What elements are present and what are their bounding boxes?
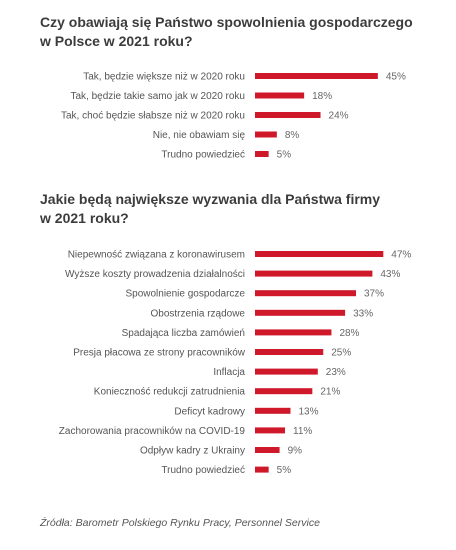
- bar: [255, 92, 305, 99]
- value-label: 13%: [298, 406, 318, 417]
- value-label: 25%: [331, 348, 351, 359]
- bar: [255, 427, 286, 434]
- value-label: 24%: [329, 111, 349, 122]
- category-label: Trudno powiedzieć: [161, 465, 245, 476]
- chart-title: Czy obawiają się Państwo spowolnienia go…: [40, 14, 413, 49]
- bar: [255, 309, 346, 316]
- bar: [255, 368, 318, 375]
- category-label: Tak, będzie takie samo jak w 2020 roku: [70, 91, 245, 102]
- value-label: 9%: [288, 446, 303, 457]
- category-label: Niepewność związana z koronawirusem: [68, 250, 245, 261]
- value-label: 11%: [293, 426, 312, 437]
- value-label: 8%: [285, 130, 300, 141]
- category-label: Tak, będzie większe niż w 2020 roku: [83, 72, 245, 83]
- bar: [255, 290, 357, 297]
- bar: [255, 151, 269, 157]
- category-label: Presja płacowa ze strony pracowników: [73, 348, 246, 359]
- category-label: Inflacja: [213, 367, 245, 378]
- bar-chart-slowdown: Tak, będzie większe niż w 2020 roku 45% Ta…: [61, 72, 406, 161]
- bar: [255, 447, 280, 453]
- value-label: 28%: [339, 328, 359, 339]
- chart-title: Jakie będą największe wyzwania dla Państ…: [40, 191, 381, 226]
- value-label: 21%: [320, 387, 340, 398]
- bar: [255, 251, 384, 257]
- bar: [255, 349, 324, 355]
- bar: [255, 112, 321, 118]
- category-label: Odpływ kadry z Ukrainy: [140, 446, 245, 457]
- category-label: Obostrzenia rządowe: [151, 308, 246, 319]
- value-label: 18%: [312, 91, 332, 102]
- source-note: Źródła: Barometr Polskiego Rynku Pracy, …: [40, 517, 320, 529]
- category-label: Konieczność redukcji zatrudnienia: [94, 387, 246, 398]
- value-label: 45%: [386, 72, 406, 83]
- value-label: 5%: [277, 465, 292, 476]
- category-label: Tak, choć będzie słabsze niż w 2020 roku: [61, 111, 245, 122]
- bar: [255, 73, 378, 79]
- bar-chart-challenges: Niepewność związana z koronawirusem 47% Wy…: [59, 250, 412, 477]
- bar: [255, 388, 313, 395]
- value-label: 47%: [391, 250, 411, 261]
- bar: [255, 270, 373, 277]
- bar: [255, 407, 291, 414]
- category-label: Nie, nie obawiam się: [153, 130, 246, 141]
- value-label: 33%: [353, 308, 373, 319]
- category-label: Spowolnienie gospodarcze: [125, 289, 245, 300]
- category-label: Deficyt kadrowy: [174, 406, 245, 417]
- category-label: Wyższe koszty prowadzenia działalności: [65, 269, 245, 280]
- value-label: 23%: [326, 367, 346, 378]
- category-label: Trudno powiedzieć: [161, 150, 245, 161]
- value-label: 43%: [380, 269, 400, 280]
- value-label: 37%: [364, 289, 384, 300]
- value-label: 5%: [277, 150, 292, 161]
- bar: [255, 131, 277, 138]
- category-label: Spadająca liczba zamówień: [122, 328, 245, 339]
- bar: [255, 329, 332, 336]
- category-label: Zachorowania pracowników na COVID-19: [59, 426, 246, 437]
- bar: [255, 466, 269, 473]
